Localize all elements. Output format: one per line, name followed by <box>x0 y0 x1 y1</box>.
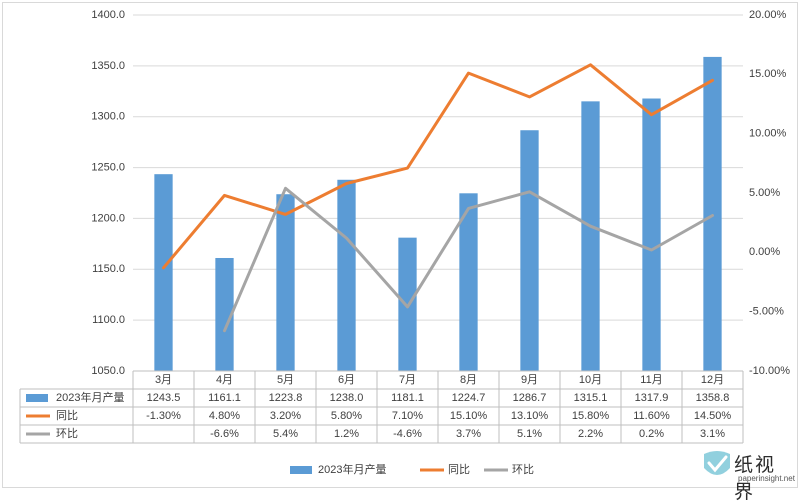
table-cell-value: 0.2% <box>639 428 664 440</box>
table-series-name: 同比 <box>56 409 78 422</box>
table-cell-value: 1238.0 <box>330 392 364 404</box>
category-label: 11月 <box>640 374 662 386</box>
series-line <box>223 186 714 333</box>
table-cell-value: 5.1% <box>517 428 542 440</box>
bar <box>703 56 722 372</box>
bar <box>276 194 295 371</box>
table-cell-value: -1.30% <box>146 410 181 422</box>
category-label: 5月 <box>277 374 294 386</box>
table-cell-value: -6.6% <box>210 428 239 440</box>
category-label: 10月 <box>579 374 602 386</box>
table-cell-value: 15.80% <box>572 410 610 422</box>
bar <box>520 130 539 371</box>
y-left-tick-label: 1400.0 <box>91 9 125 21</box>
table-cell-value: 1.2% <box>334 428 359 440</box>
combo-chart: 1050.0 1100.0 1150.0 1200.0 1250.0 1300.0 1350… <box>19 9 790 476</box>
table-cell-value: 1161.1 <box>208 392 241 404</box>
table-cell-value: 15.10% <box>450 410 488 422</box>
table-cell-value: -4.6% <box>393 428 422 440</box>
category-label: 8月 <box>460 374 477 386</box>
y-left-tick-label: 1300.0 <box>91 111 125 123</box>
legend-label: 2023年月产量 <box>318 462 386 476</box>
table-cell-value: 5.4% <box>273 428 298 440</box>
bar <box>459 193 478 371</box>
table-cell-value: 3.1% <box>700 428 725 440</box>
legend-label: 环比 <box>512 463 534 476</box>
category-label: 9月 <box>521 374 538 386</box>
y-right-tick-label: 5.00% <box>749 187 780 199</box>
y-right-tick-label: -10.00% <box>749 365 790 377</box>
y-left-tick-label: 1350.0 <box>91 60 125 72</box>
table-cell-value: 3.7% <box>456 428 481 440</box>
table-cell-value: 13.10% <box>511 410 549 422</box>
category-label: 12月 <box>701 374 724 386</box>
y-left-tick-label: 1100.0 <box>92 314 125 326</box>
y-right-tick-label: -5.00% <box>749 306 784 318</box>
y-left-tick-label: 1050.0 <box>91 365 125 377</box>
table-series-name: 2023年月产量 <box>56 390 124 404</box>
table-series-name: 环比 <box>56 427 78 440</box>
table-cell-value: 5.80% <box>331 410 362 422</box>
watermark-logo: 纸视界 paperinsight.net <box>700 448 796 503</box>
table-legend-key <box>26 394 48 402</box>
table-cell-value: 1224.7 <box>452 392 486 404</box>
category-label: 6月 <box>338 374 355 386</box>
y-right-tick-label: 20.00% <box>749 9 787 21</box>
table-cell-value: 1243.5 <box>147 392 181 404</box>
y-right-tick-label: 0.00% <box>749 246 780 258</box>
category-label: 7月 <box>399 374 416 386</box>
table-cell-value: 1286.7 <box>513 392 547 404</box>
table-cell-value: 3.20% <box>270 410 301 422</box>
y-right-tick-label: 10.00% <box>749 128 787 140</box>
category-label: 4月 <box>216 374 233 386</box>
category-label: 3月 <box>155 374 172 386</box>
table-cell-value: 1317.9 <box>635 392 669 404</box>
table-cell-value: 2.2% <box>578 428 603 440</box>
watermark-icon <box>704 451 730 475</box>
y-left-tick-label: 1250.0 <box>91 161 125 173</box>
bar <box>337 179 356 371</box>
bar <box>215 257 234 371</box>
table-cell-value: 1315.1 <box>574 392 608 404</box>
y-left-tick-label: 1200.0 <box>91 212 125 224</box>
table-cell-value: 14.50% <box>694 410 732 422</box>
series-line <box>162 63 714 270</box>
table-cell-value: 7.10% <box>392 410 423 422</box>
bar <box>642 98 661 371</box>
legend-label: 同比 <box>448 463 470 476</box>
y-right-tick-label: 15.00% <box>749 68 787 80</box>
y-left-tick-label: 1150.0 <box>92 263 125 275</box>
table-cell-value: 1223.8 <box>269 392 303 404</box>
watermark-url: paperinsight.net <box>738 474 795 483</box>
table-cell-value: 1358.8 <box>696 392 730 404</box>
bar <box>154 174 173 371</box>
bar <box>581 101 600 371</box>
table-cell-value: 1181.1 <box>391 392 424 404</box>
table-cell-value: 11.60% <box>633 410 670 422</box>
legend-key <box>290 466 312 474</box>
table-cell-value: 4.80% <box>209 410 240 422</box>
